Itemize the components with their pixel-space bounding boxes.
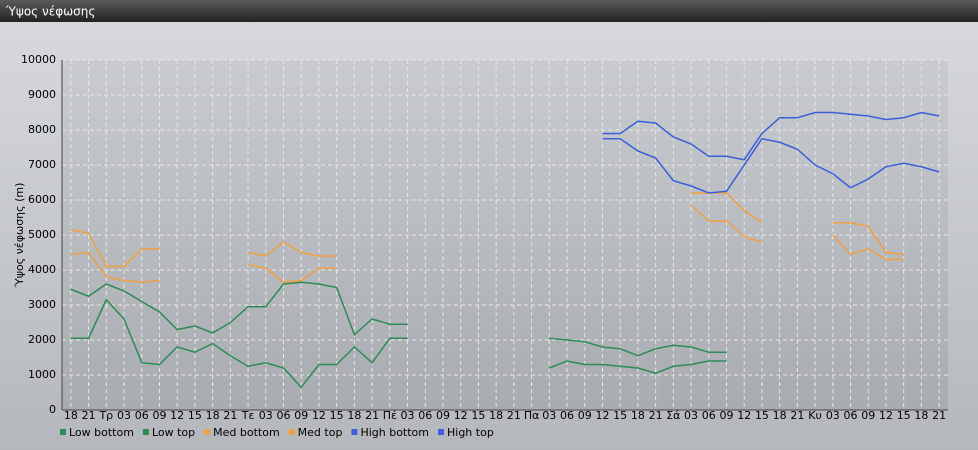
x-tick-label: 18	[914, 409, 928, 422]
x-tick-label: Κυ	[808, 409, 822, 422]
x-tick-label: 03	[117, 409, 131, 422]
series-line	[70, 281, 727, 357]
x-tick-label: 09	[861, 409, 875, 422]
x-tick-label: 03	[542, 409, 556, 422]
x-tick-label: 06	[560, 409, 574, 422]
x-tick-label: 06	[277, 409, 291, 422]
x-tick-label: 15	[613, 409, 627, 422]
y-tick-label: 3000	[28, 298, 56, 311]
y-tick-label: 10000	[21, 53, 56, 66]
series-line	[70, 204, 904, 284]
x-tick-label: 15	[188, 409, 202, 422]
x-tick-label: Τρ	[98, 409, 113, 422]
x-tick-label: 12	[879, 409, 893, 422]
x-tick-label: 15	[471, 409, 485, 422]
legend-label: Low top	[152, 426, 195, 439]
y-tick-label: 0	[49, 403, 56, 416]
x-tick-label: 15	[897, 409, 911, 422]
x-tick-label: 09	[578, 409, 592, 422]
y-tick-label: 5000	[28, 228, 56, 241]
x-tick-label: Πα	[524, 409, 540, 422]
x-tick-label: 15	[755, 409, 769, 422]
y-tick-label: 8000	[28, 123, 56, 136]
x-tick-label: 12	[312, 409, 326, 422]
y-tick-label: 9000	[28, 88, 56, 101]
legend-label: High top	[447, 426, 494, 439]
x-tick-label: 18	[64, 409, 78, 422]
x-tick-label: 06	[702, 409, 716, 422]
x-tick-label: Τε	[241, 409, 255, 422]
legend-label: Med top	[298, 426, 343, 439]
x-tick-label: 09	[720, 409, 734, 422]
x-tick-label: 21	[790, 409, 804, 422]
x-tick-label: 06	[844, 409, 858, 422]
y-tick-label: 4000	[28, 263, 56, 276]
x-tick-label: 18	[347, 409, 361, 422]
x-tick-label: 03	[684, 409, 698, 422]
x-tick-label: 03	[826, 409, 840, 422]
series-line	[70, 298, 727, 389]
x-tick-label: 12	[170, 409, 184, 422]
title-bar	[0, 0, 978, 22]
legend-swatch	[288, 429, 295, 435]
x-tick-label: 09	[294, 409, 308, 422]
x-tick-label: Πέ	[383, 409, 397, 422]
x-tick-label: 21	[649, 409, 663, 422]
y-axis-title: Ύψος νέφωσης (m)	[13, 183, 26, 289]
x-tick-label: 18	[489, 409, 503, 422]
x-tick-label: 21	[507, 409, 521, 422]
legend-label: High bottom	[360, 426, 429, 439]
legend-swatch	[204, 429, 211, 435]
x-tick-label: 18	[773, 409, 787, 422]
x-tick-label: 06	[135, 409, 149, 422]
x-tick-label: 21	[223, 409, 237, 422]
x-tick-label: 15	[330, 409, 344, 422]
y-tick-label: 1000	[28, 368, 56, 381]
legend-swatch	[142, 429, 149, 435]
y-tick-label: 2000	[28, 333, 56, 346]
x-tick-label: 06	[418, 409, 432, 422]
legend-swatch	[60, 429, 66, 435]
y-tick-label: 7000	[28, 158, 56, 171]
x-tick-label: 09	[436, 409, 450, 422]
x-tick-label: 21	[82, 409, 96, 422]
x-tick-label: 21	[932, 409, 946, 422]
legend-swatch	[351, 429, 358, 435]
x-tick-label: 21	[365, 409, 379, 422]
y-tick-label: 6000	[28, 193, 56, 206]
window-title: Ύψος νέφωσης	[5, 5, 95, 19]
x-tick-label: 09	[152, 409, 166, 422]
x-tick-label: 03	[259, 409, 273, 422]
x-tick-label: Σά	[666, 409, 680, 422]
series-line	[602, 111, 940, 161]
series-line	[70, 192, 904, 268]
legend-label: Low bottom	[69, 426, 134, 439]
legend-swatch	[438, 429, 444, 435]
series-line	[602, 137, 940, 194]
x-tick-label: 12	[454, 409, 468, 422]
x-tick-label: 12	[595, 409, 609, 422]
x-tick-label: 03	[401, 409, 415, 422]
x-tick-label: 18	[631, 409, 645, 422]
legend-label: Med bottom	[213, 426, 280, 439]
x-tick-label: 12	[737, 409, 751, 422]
x-tick-label: 18	[206, 409, 220, 422]
